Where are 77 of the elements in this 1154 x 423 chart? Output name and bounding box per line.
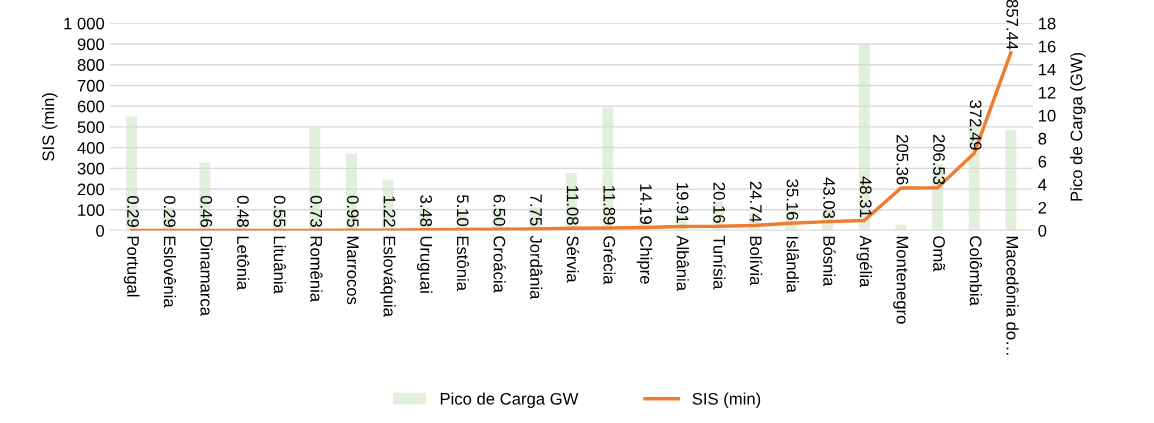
y-axis-title: SIS (min)	[41, 93, 58, 161]
x-tick-label: Jordânia	[530, 235, 543, 300]
x-tick-label: Eslováquia	[380, 236, 396, 317]
data-label: 43.03	[823, 177, 835, 219]
y2-tick-label: 14	[1038, 63, 1056, 76]
x-tick-label: Macedônia do…	[1006, 236, 1019, 355]
data-label: 0.73	[310, 195, 323, 227]
x-tick-label: Montenegro	[893, 236, 909, 324]
data-label: 205.36	[896, 135, 909, 185]
x-tick-label: Argélia	[856, 235, 873, 288]
x-tick-label: Portugal	[123, 236, 140, 297]
data-label: 0.46	[200, 195, 213, 227]
line-series	[129, 51, 1013, 231]
x-tick-label: Letônia	[237, 236, 250, 291]
data-label: 1.22	[383, 196, 396, 227]
x-tick-label: Croácia	[493, 236, 506, 293]
y2-tick-label: 16	[1038, 40, 1056, 53]
y2-tick-label: 10	[1038, 109, 1056, 122]
y-tick-label: 600	[77, 100, 105, 113]
y-tick-label: 300	[77, 162, 105, 175]
y2-tick-label: 8	[1038, 132, 1047, 145]
data-label: 0.29	[127, 195, 139, 227]
x-tick-label: Bósnia	[823, 236, 836, 287]
y-tick-label: 900	[77, 38, 105, 51]
y2-tick-label: 2	[1038, 201, 1047, 214]
y-tick-label: 0	[96, 224, 105, 237]
x-tick-label: Omã	[933, 236, 946, 272]
y2-tick-label: 6	[1038, 155, 1047, 168]
x-tick-label: Lituânia	[273, 236, 286, 294]
x-tick-label: Grécia	[603, 236, 616, 285]
data-label: 206.53	[933, 134, 945, 185]
y-tick-label: 800	[77, 59, 105, 71]
x-tick-label: Bolívia	[749, 236, 763, 286]
y2-tick-label: 18	[1038, 17, 1056, 30]
y-tick-label: 100	[78, 204, 105, 217]
data-label: 857.44	[1006, 0, 1019, 50]
y2-tick-label: 4	[1038, 179, 1047, 191]
y-tick-label: 1 000	[64, 17, 105, 30]
x-tick-label: Albânia	[676, 235, 689, 291]
y-tick-label: 400	[77, 142, 105, 154]
data-label: 0.48	[237, 195, 249, 227]
x-tick-label: Estônia	[456, 236, 470, 291]
x-tick-label: Colômbia	[969, 236, 983, 306]
data-label: 372.49	[969, 100, 982, 150]
x-tick-label: Tunísia	[713, 235, 726, 290]
data-label: 14.19	[640, 184, 652, 225]
data-label: 7.75	[530, 194, 542, 226]
legend-label: Pico de Carga GW	[440, 392, 579, 408]
data-label: 6.50	[493, 194, 506, 226]
x-tick-label: Sérvia	[566, 236, 580, 283]
data-label: 5.10	[456, 194, 469, 227]
data-label: 0.29	[163, 195, 176, 227]
x-tick-label: Dinamarca	[200, 236, 213, 316]
data-label: 11.08	[566, 186, 579, 225]
data-label: 0.55	[273, 195, 286, 227]
data-label: 0.95	[346, 195, 359, 227]
data-label: 35.16	[786, 179, 799, 220]
x-tick-label: Eslovênia	[163, 236, 177, 308]
data-label: 24.74	[750, 181, 762, 223]
y-tick-label: 200	[77, 183, 105, 196]
bar	[1005, 130, 1017, 231]
y2-axis-title: Pico de Carga (GW)	[1070, 52, 1086, 201]
x-tick-label: Uruguai	[416, 236, 433, 293]
x-tick-label: Chipre	[636, 236, 653, 284]
data-label: 3.48	[420, 195, 433, 227]
data-label: 20.16	[713, 182, 726, 223]
data-label: 19.91	[676, 183, 689, 223]
y2-tick-label: 0	[1038, 224, 1047, 237]
x-tick-label: Romênia	[310, 236, 323, 303]
data-label: 11.89	[603, 186, 616, 225]
legend-label: SIS (min)	[692, 392, 761, 408]
data-label: 48.31	[859, 176, 872, 217]
y2-tick-label: 12	[1038, 86, 1056, 99]
y-tick-label: 700	[77, 79, 105, 92]
x-tick-label: Marrocos	[346, 236, 359, 305]
x-tick-label: Islândia	[786, 236, 799, 293]
y-tick-label: 500	[77, 121, 105, 134]
